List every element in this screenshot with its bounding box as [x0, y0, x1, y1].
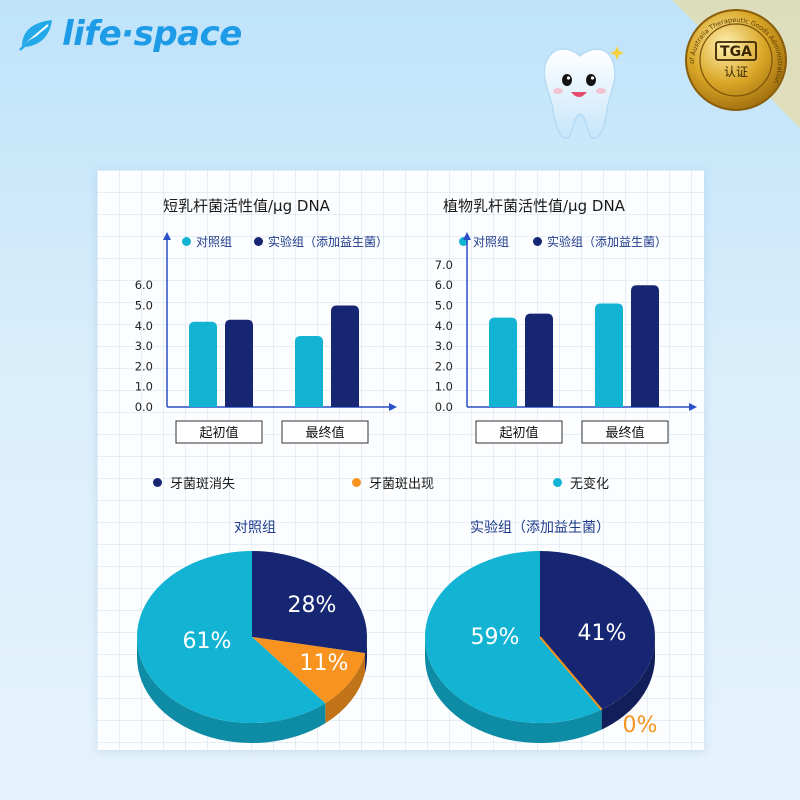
bar-chart-2: 0.0 1.0 2.0 3.0 4.0 5.0 6.0 7.0 起初值 最终值 [435, 232, 697, 444]
y-tick-label: 5.0 [135, 299, 153, 313]
category-box [281, 420, 369, 444]
seal-badge: TGA [720, 44, 752, 60]
y-tick-label: 3.0 [135, 339, 153, 353]
category-box [475, 420, 563, 444]
pie-2-slice-0 [252, 551, 367, 654]
bar-base-0-0 [489, 401, 517, 407]
pie-legend-appear: 牙菌斑出现 [352, 473, 434, 492]
legend-label: 实验组（添加益生菌） [268, 235, 389, 249]
legend-label: 牙菌斑出现 [369, 477, 435, 492]
bar-base-0-1 [525, 401, 553, 407]
legend-dot [153, 478, 162, 487]
pie-3-side-0 [601, 637, 655, 730]
bar-0-0 [189, 321, 217, 407]
x-axis-arrow [389, 403, 397, 411]
category-label: 最终值 [305, 425, 344, 441]
bar-chart-1-title: 短乳杆菌活性值/μg DNA [163, 197, 330, 215]
y-tick-label: 2.0 [435, 359, 453, 373]
chart-card: 短乳杆菌活性值/μg DNA 对照组 实验组（添加益生菌） 植物乳杆菌活性值/μ… [97, 170, 704, 750]
pie-2-label-2: 61% [183, 629, 232, 654]
bar-1-1 [331, 305, 359, 407]
pie-3-slice-2 [424, 551, 602, 723]
bar-chart-2-title: 植物乳杆菌活性值/μg DNA [443, 197, 625, 215]
legend-label: 对照组 [473, 235, 510, 249]
y-tick-label: 1.0 [135, 380, 153, 394]
bar-chart-2-legend-control: 对照组 [459, 233, 509, 250]
bar-base-1-1 [331, 401, 359, 407]
y-tick-label: 1.0 [435, 380, 453, 394]
pie-2-side-2 [137, 637, 326, 744]
y-tick-label: 7.0 [435, 258, 453, 272]
category-box [175, 420, 263, 444]
tooth-mascot-icon [543, 46, 624, 139]
legend-label: 实验组（添加益生菌） [547, 235, 668, 249]
bar-base-0-0 [189, 401, 217, 407]
y-tick-label: 6.0 [135, 278, 153, 292]
tga-seal-icon: of Australia Therapeutic Goods Administr… [672, 0, 800, 128]
category-label: 起初值 [499, 425, 538, 441]
y-axis-arrow [163, 232, 171, 240]
brand-name: life·space [62, 14, 242, 54]
legend-dot [352, 478, 361, 487]
bar-0-1 [525, 313, 553, 407]
category-label: 起初值 [199, 425, 238, 441]
pie-chart-2-title: 实验组（添加益生菌） [470, 520, 610, 536]
legend-label: 对照组 [196, 235, 233, 249]
bar-base-1-0 [595, 401, 623, 407]
legend-dot [553, 478, 562, 487]
pie-3-label-2: 59% [471, 625, 520, 650]
y-tick-label: 5.0 [435, 299, 453, 313]
pie-3-slice-1 [539, 636, 603, 711]
legend-dot [254, 237, 263, 246]
x-axis-arrow [689, 403, 697, 411]
pie-2-side-1 [325, 653, 365, 724]
bar-chart-2-legend-experiment: 实验组（添加益生菌） [533, 233, 667, 250]
pie-charts: 28% 11% 61% 41% 0% 59% [137, 551, 658, 744]
pie-3-side-2 [425, 637, 602, 743]
bar-base-1-1 [631, 401, 659, 407]
legend-label: 牙菌斑消失 [170, 477, 236, 492]
pie-2-slice-1 [252, 637, 365, 704]
bar-base-0-1 [225, 401, 253, 407]
brand-logo: life·space [18, 14, 242, 54]
seal-sub: 认证 [724, 65, 748, 79]
bar-chart-1: 0.0 1.0 2.0 3.0 4.0 5.0 6.0 起初值 最终值 [135, 232, 397, 444]
pie-3-label-1: 0% [623, 713, 658, 738]
pie-2-side-0 [364, 637, 367, 674]
y-tick-label: 3.0 [435, 339, 453, 353]
y-tick-label: 2.0 [135, 359, 153, 373]
legend-dot [182, 237, 191, 246]
bar-1-1 [631, 285, 659, 407]
y-tick-label: 0.0 [435, 400, 453, 414]
legend-label: 无变化 [570, 477, 610, 492]
legend-dot [459, 237, 468, 246]
leaf-icon [19, 20, 52, 51]
y-tick-label: 6.0 [435, 278, 453, 292]
y-axis-arrow [463, 232, 471, 240]
bar-1-0 [295, 335, 323, 407]
pie-chart-1-title: 对照组 [234, 520, 276, 536]
y-tick-label: 0.0 [135, 400, 153, 414]
bar-1-0 [595, 303, 623, 407]
pie-3-label-0: 41% [578, 621, 627, 646]
y-tick-label: 4.0 [435, 319, 453, 333]
category-label: 最终值 [605, 425, 644, 441]
pie-2-label-1: 11% [300, 651, 349, 676]
pie-legend-disappear: 牙菌斑消失 [153, 473, 235, 492]
bar-chart-1-legend-control: 对照组 [182, 233, 232, 250]
bar-0-1 [225, 319, 253, 407]
category-box [581, 420, 669, 444]
pie-legend-nochange: 无变化 [553, 473, 609, 492]
pie-2-label-0: 28% [288, 593, 337, 618]
y-tick-label: 4.0 [135, 319, 153, 333]
bar-chart-1-legend-experiment: 实验组（添加益生菌） [254, 233, 388, 250]
bar-base-1-0 [295, 401, 323, 407]
legend-dot [533, 237, 542, 246]
bar-0-0 [489, 317, 517, 407]
pie-2-slice-2 [137, 551, 326, 723]
